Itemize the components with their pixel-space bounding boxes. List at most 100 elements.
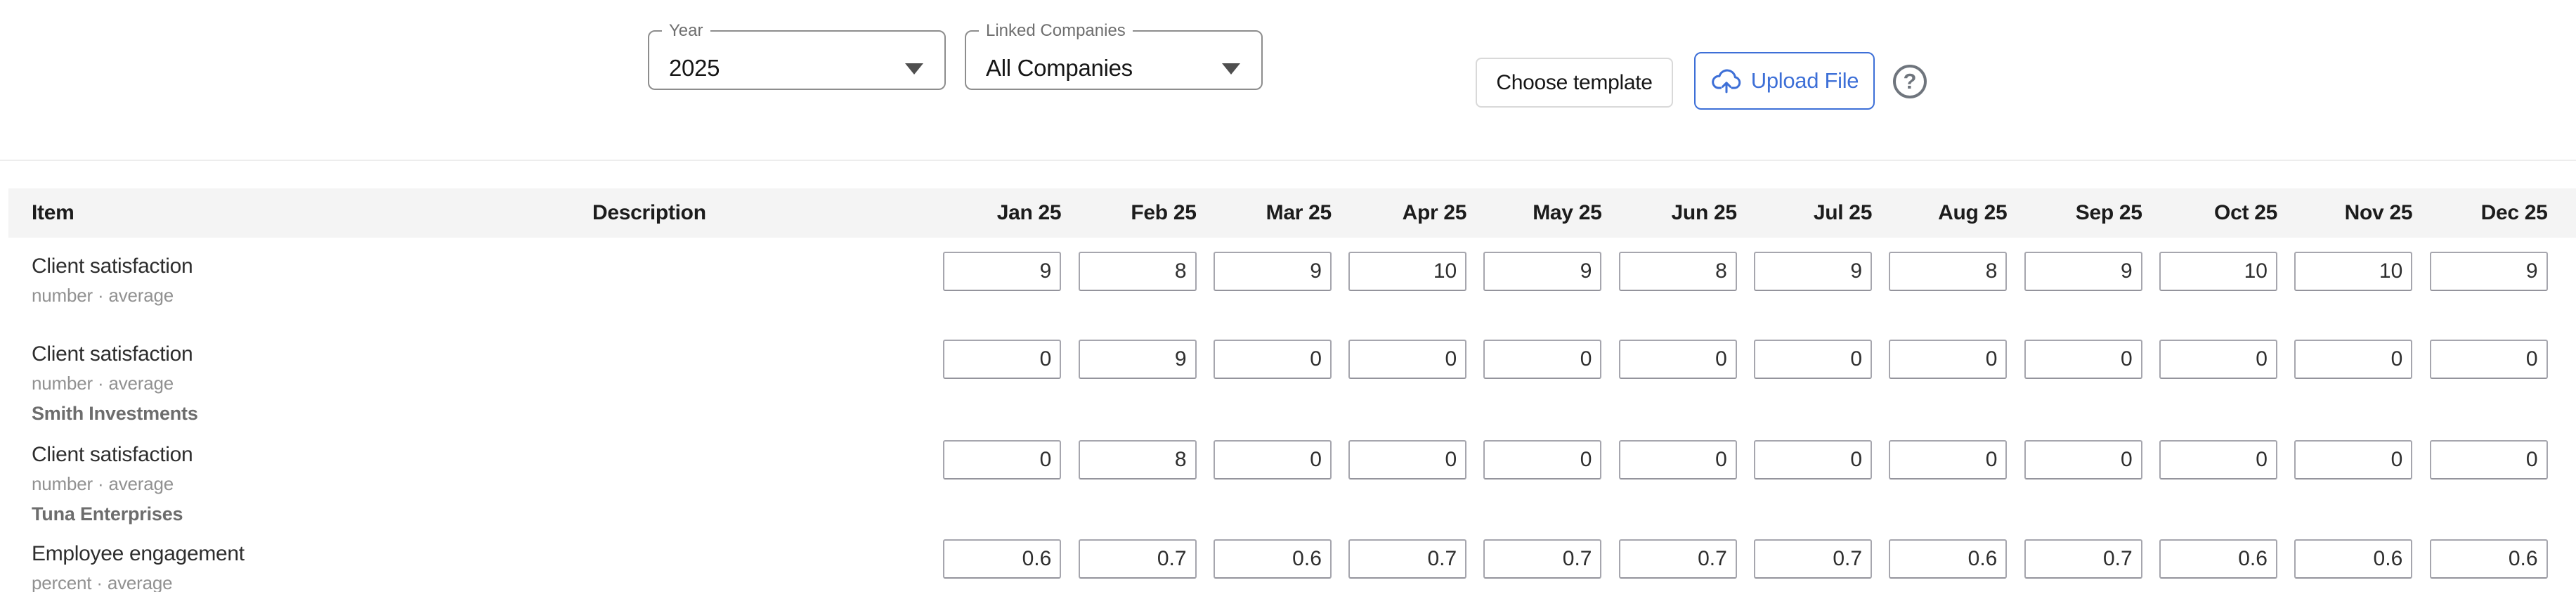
- month-value-cell: [1332, 440, 1467, 480]
- month-value-input[interactable]: [1078, 440, 1197, 480]
- month-value-input[interactable]: [1483, 440, 1602, 480]
- month-value-cell: [1601, 440, 1737, 480]
- row-unit-aggregation: percent · average: [32, 572, 173, 592]
- month-value-cell: [926, 440, 1062, 480]
- top-toolbar: Year 2025 Linked Companies All Companies…: [0, 0, 2576, 160]
- row-unit-aggregation: number · average: [32, 285, 174, 306]
- month-value-input[interactable]: [1618, 440, 1737, 480]
- month-value-input[interactable]: [1889, 440, 2008, 480]
- column-header-month: Feb 25: [1131, 201, 1197, 224]
- month-value-input[interactable]: [2429, 440, 2548, 480]
- month-value-input[interactable]: [1078, 539, 1197, 579]
- month-value-input[interactable]: [1078, 340, 1197, 379]
- table-row: Client satisfaction number · average Tun…: [8, 426, 2576, 525]
- month-value-input[interactable]: [1213, 252, 1332, 291]
- month-value-input[interactable]: [1483, 340, 1602, 379]
- linked-companies-select-label: Linked Companies: [986, 21, 1126, 40]
- month-value-input[interactable]: [2159, 252, 2277, 291]
- table-row: Employee engagement percent · average: [8, 525, 2576, 592]
- month-value-cell: [1197, 539, 1332, 579]
- month-value-cell: [926, 252, 1062, 291]
- month-value-input[interactable]: [1213, 440, 1332, 480]
- row-item-name: Client satisfaction: [32, 443, 193, 466]
- month-value-input[interactable]: [1754, 539, 1873, 579]
- month-value-input[interactable]: [1213, 340, 1332, 379]
- month-value-input[interactable]: [2159, 340, 2277, 379]
- month-value-cell: [2412, 539, 2548, 579]
- month-value-input[interactable]: [2159, 539, 2277, 579]
- month-value-cell: [926, 539, 1062, 579]
- row-unit-aggregation: number · average: [32, 473, 174, 494]
- month-value-input[interactable]: [2429, 539, 2548, 579]
- month-value-input[interactable]: [943, 440, 1062, 480]
- month-value-input[interactable]: [2024, 440, 2142, 480]
- month-value-input[interactable]: [1618, 340, 1737, 379]
- month-value-input[interactable]: [1889, 252, 2008, 291]
- month-value-input[interactable]: [1618, 539, 1737, 579]
- month-value-input[interactable]: [2294, 440, 2413, 480]
- column-header-month: Aug 25: [1938, 201, 2008, 224]
- row-label: Client satisfaction number · average: [8, 252, 592, 307]
- help-icon[interactable]: ?: [1893, 65, 1927, 98]
- month-value-cell: [1737, 340, 1873, 379]
- chevron-down-icon: [1222, 63, 1240, 75]
- month-value-input[interactable]: [2294, 252, 2413, 291]
- month-value-input[interactable]: [2294, 340, 2413, 379]
- month-value-cell: [2007, 252, 2142, 291]
- year-select-value: 2025: [669, 55, 720, 81]
- month-value-input[interactable]: [2294, 539, 2413, 579]
- month-value-input[interactable]: [1889, 340, 2008, 379]
- month-value-input[interactable]: [1754, 440, 1873, 480]
- row-item-name: Client satisfaction: [32, 255, 193, 278]
- year-select[interactable]: Year 2025: [648, 22, 946, 90]
- month-value-cell: [1601, 539, 1737, 579]
- month-value-input[interactable]: [943, 340, 1062, 379]
- month-value-input[interactable]: [943, 252, 1062, 291]
- month-value-input[interactable]: [1754, 340, 1873, 379]
- month-value-input[interactable]: [1754, 252, 1873, 291]
- month-value-input[interactable]: [1078, 252, 1197, 291]
- toolbar-divider: [0, 160, 2576, 161]
- row-label: Client satisfaction number · average Tun…: [8, 440, 592, 525]
- question-mark-glyph: ?: [1903, 69, 1917, 94]
- linked-companies-select[interactable]: Linked Companies All Companies: [965, 22, 1263, 90]
- month-value-cell: [1601, 252, 1737, 291]
- month-value-cell: [2142, 440, 2277, 480]
- month-value-cell: [1332, 539, 1467, 579]
- month-value-cell: [1466, 252, 1602, 291]
- month-value-cell: [2007, 539, 2142, 579]
- month-value-input[interactable]: [2024, 340, 2142, 379]
- month-value-input[interactable]: [1889, 539, 2008, 579]
- month-value-input[interactable]: [943, 539, 1062, 579]
- month-value-cell: [1601, 340, 1737, 379]
- month-value-cell: [1197, 340, 1332, 379]
- month-value-cell: [2277, 340, 2413, 379]
- row-item-name: Client satisfaction: [32, 342, 193, 366]
- month-value-input[interactable]: [2159, 440, 2277, 480]
- row-company-name: Smith Investments: [32, 403, 198, 424]
- choose-template-button[interactable]: Choose template: [1476, 58, 1673, 108]
- month-value-input[interactable]: [1213, 539, 1332, 579]
- month-value-input[interactable]: [1483, 252, 1602, 291]
- month-value-input[interactable]: [1348, 340, 1467, 379]
- month-value-input[interactable]: [1348, 252, 1467, 291]
- month-value-cell: [1872, 252, 2008, 291]
- chevron-down-icon: [905, 63, 923, 75]
- month-value-input[interactable]: [2024, 252, 2142, 291]
- column-header-month: Jan 25: [996, 201, 1062, 224]
- upload-file-button[interactable]: Upload File: [1694, 52, 1875, 110]
- month-value-cell: [1466, 340, 1602, 379]
- column-header-month: Mar 25: [1266, 201, 1332, 224]
- column-header-description: Description: [592, 201, 706, 224]
- month-value-input[interactable]: [2024, 539, 2142, 579]
- month-value-input[interactable]: [1348, 440, 1467, 480]
- cloud-upload-icon: [1710, 65, 1743, 97]
- month-value-input[interactable]: [1483, 539, 1602, 579]
- column-header-item: Item: [32, 201, 74, 224]
- month-value-cell: [2412, 440, 2548, 480]
- month-value-input[interactable]: [2429, 252, 2548, 291]
- month-value-input[interactable]: [1348, 539, 1467, 579]
- month-value-input[interactable]: [2429, 340, 2548, 379]
- row-item-name: Employee engagement: [32, 542, 245, 565]
- month-value-input[interactable]: [1618, 252, 1737, 291]
